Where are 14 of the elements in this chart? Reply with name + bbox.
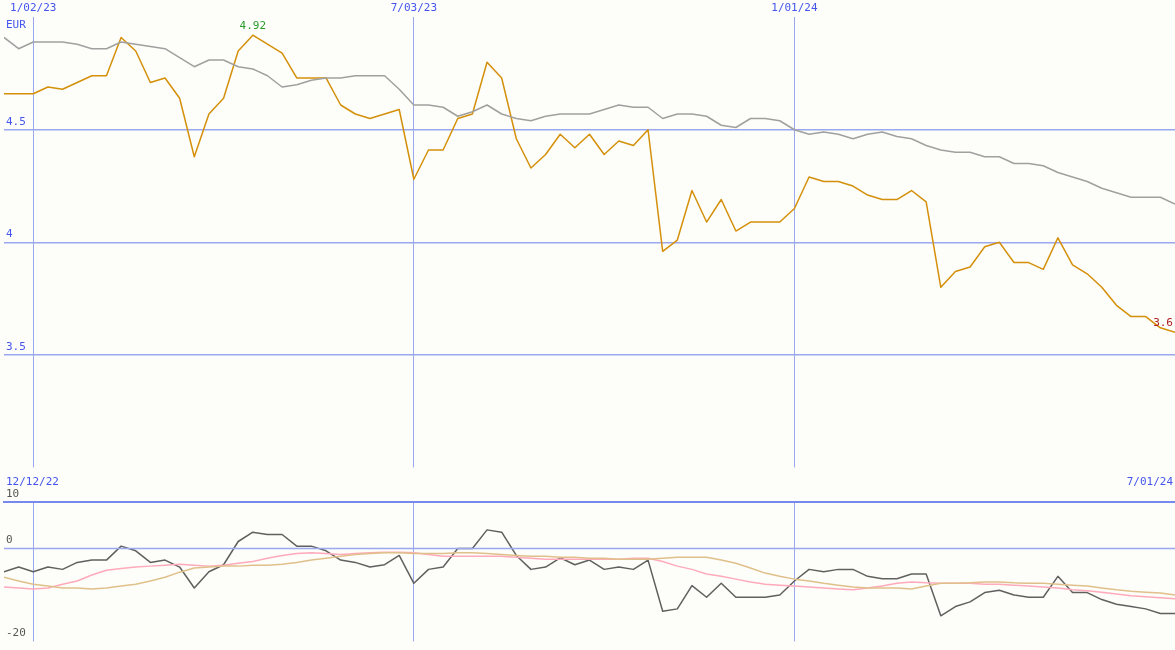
x-tick-label: 1/02/23 [10, 1, 57, 15]
annotation: 4.92 [239, 18, 267, 32]
y-tick-label: 3.5 [6, 339, 26, 353]
x-tick-label: 1/01/24 [771, 1, 818, 15]
text: 7/01/24 [1126, 475, 1174, 489]
y-tick-label: 0 [6, 533, 13, 547]
y-tick-label: -20 [6, 626, 26, 640]
x-tick-label: 7/03/23 [390, 1, 438, 15]
y-tick-label: 4.5 [6, 114, 26, 128]
y-tick-label: 10 [6, 486, 20, 500]
y-tick-label: 4 [6, 227, 13, 241]
annotation: 3.6 [1153, 315, 1173, 329]
y-axis-title: EUR [6, 17, 27, 31]
text: 12/12/22 [6, 475, 59, 489]
